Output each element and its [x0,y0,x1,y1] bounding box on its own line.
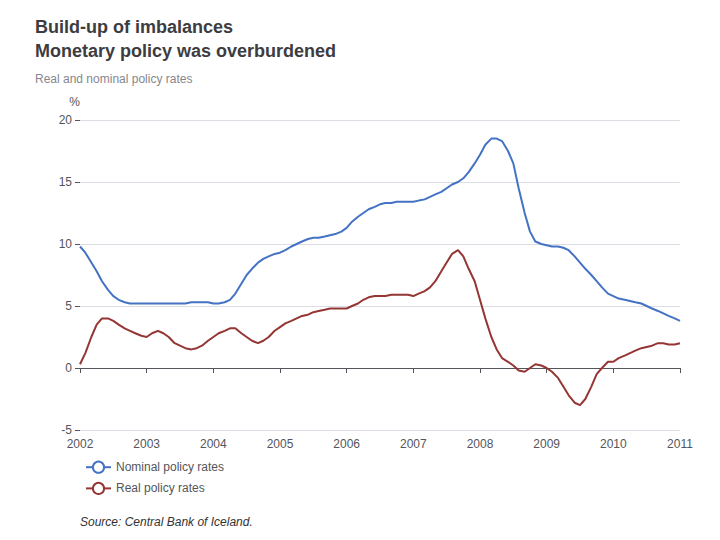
svg-text:%: % [69,95,80,109]
svg-text:15: 15 [59,175,73,189]
svg-text:Real and nominal policy rates: Real and nominal policy rates [35,72,192,86]
svg-text:2011: 2011 [667,437,693,451]
svg-text:2004: 2004 [200,437,227,451]
svg-text:2002: 2002 [67,437,94,451]
svg-text:Build-up of imbalances: Build-up of imbalances [35,17,233,37]
svg-text:2003: 2003 [133,437,160,451]
svg-text:20: 20 [59,113,73,127]
svg-text:2006: 2006 [333,437,360,451]
svg-text:2007: 2007 [400,437,427,451]
svg-text:Nominal policy rates: Nominal policy rates [116,460,224,474]
svg-text:2010: 2010 [600,437,627,451]
svg-text:Real policy rates: Real policy rates [116,481,205,495]
svg-text:2009: 2009 [533,437,560,451]
svg-text:-5: -5 [61,423,72,437]
svg-text:2008: 2008 [467,437,494,451]
svg-text:2005: 2005 [267,437,294,451]
svg-text:0: 0 [65,361,72,375]
svg-text:Monetary policy was overburden: Monetary policy was overburdened [35,41,336,61]
svg-text:5: 5 [65,299,72,313]
svg-text:Source: Central Bank of Icelan: Source: Central Bank of Iceland. [80,515,253,529]
svg-text:10: 10 [59,237,73,251]
